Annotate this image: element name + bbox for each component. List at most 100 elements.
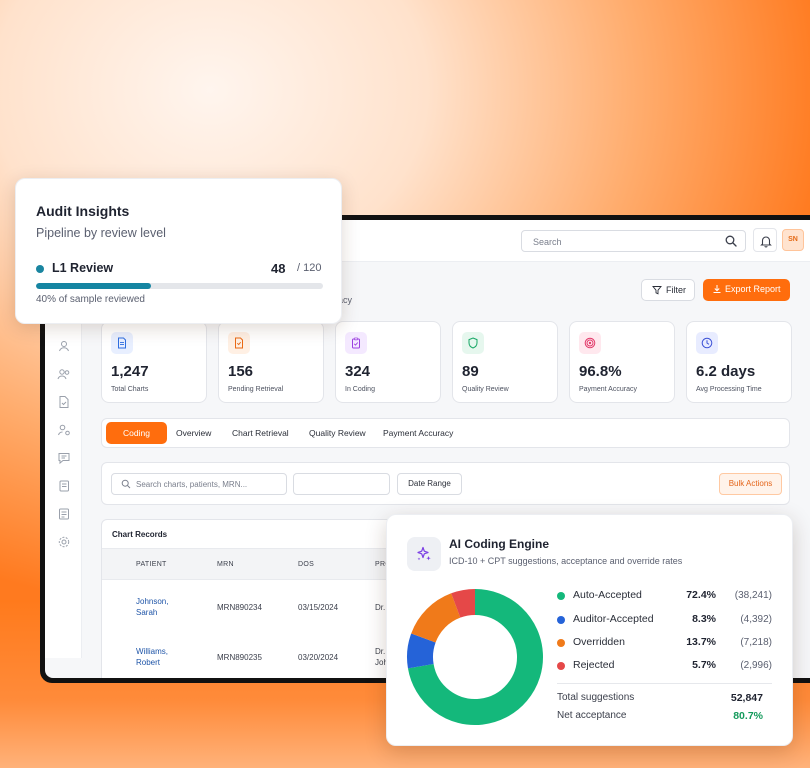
stat-icon-box bbox=[228, 332, 250, 354]
ai-coding-engine-card: AI Coding Engine ICD-10 + CPT suggestion… bbox=[386, 514, 793, 746]
stat-icon-box bbox=[345, 332, 367, 354]
divider bbox=[557, 683, 772, 684]
file-check-icon[interactable] bbox=[57, 395, 71, 409]
legend-label: Auditor-Accepted bbox=[573, 613, 654, 625]
patient-last-name: Johnson, bbox=[136, 597, 169, 606]
sidebar bbox=[45, 262, 82, 658]
net-acceptance-label: Net acceptance bbox=[557, 710, 627, 721]
search-icon bbox=[121, 479, 131, 489]
legend-item[interactable]: Overridden 13.7% (7,218) bbox=[557, 636, 772, 650]
stat-icon-box bbox=[462, 332, 484, 354]
user-icon[interactable] bbox=[57, 339, 71, 353]
donut-slice-rejected[interactable] bbox=[451, 589, 476, 618]
book-icon[interactable] bbox=[57, 479, 71, 493]
date-range-button[interactable]: Date Range bbox=[397, 473, 462, 495]
stat-label: Avg Processing Time bbox=[696, 386, 762, 393]
filter-button[interactable]: Filter bbox=[641, 279, 695, 301]
net-acceptance-value: 80.7% bbox=[733, 710, 763, 722]
tab-coding[interactable]: Coding bbox=[106, 422, 167, 444]
users-icon[interactable] bbox=[57, 367, 71, 381]
provider-cell: Dr. bbox=[375, 603, 386, 612]
stat-card-payment-accuracy[interactable]: 96.8% Payment Accuracy bbox=[569, 321, 675, 403]
tab-overview[interactable]: Overview bbox=[176, 428, 212, 438]
review-level-label: L1 Review bbox=[52, 261, 114, 275]
legend-percent: 13.7% bbox=[686, 636, 716, 648]
file-pending-icon bbox=[235, 337, 243, 349]
user-settings-icon[interactable] bbox=[57, 423, 71, 437]
legend-dot-auto-accepted bbox=[557, 592, 565, 600]
reports-icon[interactable] bbox=[57, 507, 71, 521]
filter-bar: Search charts, patients, MRN... Date Ran… bbox=[101, 462, 790, 505]
patient-name-link[interactable]: Johnson, Sarah bbox=[136, 596, 168, 618]
audit-insights-card: Audit Insights Pipeline by review level … bbox=[15, 178, 342, 324]
search-icon bbox=[725, 235, 737, 247]
donut-slice-auto-accepted[interactable] bbox=[407, 589, 543, 725]
gear-icon[interactable] bbox=[57, 535, 71, 549]
reviewed-count: 48 bbox=[271, 261, 286, 276]
column-header-dos[interactable]: DOS bbox=[298, 561, 315, 568]
global-search-input[interactable]: Search bbox=[521, 230, 746, 252]
acceptance-donut-chart bbox=[407, 589, 543, 725]
message-icon[interactable] bbox=[57, 451, 71, 465]
provider-line: Dr. bbox=[375, 647, 386, 656]
patient-name-link[interactable]: Williams, Robert bbox=[136, 646, 168, 668]
column-header-patient[interactable]: PATIENT bbox=[136, 561, 167, 568]
shield-icon bbox=[468, 337, 478, 349]
stat-card-quality-review[interactable]: 89 Quality Review bbox=[452, 321, 558, 403]
status-select[interactable] bbox=[293, 473, 390, 495]
dos-cell: 03/15/2024 bbox=[298, 603, 339, 612]
stat-value: 156 bbox=[228, 363, 254, 380]
stat-icon-box bbox=[579, 332, 601, 354]
ai-engine-subtitle: ICD-10 + CPT suggestions, acceptance and… bbox=[449, 556, 683, 566]
stat-value: 96.8% bbox=[579, 363, 622, 380]
records-search-placeholder: Search charts, patients, MRN... bbox=[136, 480, 248, 489]
ai-icon-box bbox=[407, 537, 441, 571]
filter-label: Filter bbox=[666, 285, 686, 295]
donut-slice-auditor-accepted[interactable] bbox=[407, 633, 436, 669]
tab-chart-retrieval[interactable]: Chart Retrieval bbox=[232, 428, 289, 438]
stat-card-in-coding[interactable]: 324 In Coding bbox=[335, 321, 441, 403]
donut-slice-overridden[interactable] bbox=[411, 593, 461, 644]
legend-item[interactable]: Rejected 5.7% (2,996) bbox=[557, 659, 772, 673]
column-header-provider[interactable]: PRO bbox=[375, 561, 392, 568]
ai-engine-title: AI Coding Engine bbox=[449, 537, 549, 551]
stat-value: 1,247 bbox=[111, 363, 149, 380]
export-report-button[interactable]: Export Report bbox=[703, 279, 790, 301]
bulk-actions-button[interactable]: Bulk Actions bbox=[719, 473, 782, 495]
stat-value: 6.2 days bbox=[696, 363, 756, 380]
audit-title: Audit Insights bbox=[36, 203, 130, 219]
page-subtitle: racy bbox=[335, 295, 353, 305]
stat-label: In Coding bbox=[345, 386, 375, 393]
target-icon bbox=[584, 337, 596, 349]
stat-icon-box bbox=[111, 332, 133, 354]
records-search-input[interactable]: Search charts, patients, MRN... bbox=[111, 473, 287, 495]
stat-label: Total Charts bbox=[111, 386, 149, 393]
mrn-cell: MRN890235 bbox=[217, 653, 262, 662]
patient-last-name: Williams, bbox=[136, 647, 168, 656]
bell-icon bbox=[760, 236, 772, 248]
column-header-mrn[interactable]: MRN bbox=[217, 561, 234, 568]
filter-icon bbox=[652, 286, 662, 295]
clipboard-check-icon bbox=[352, 337, 360, 349]
stat-card-pending-retrieval[interactable]: 156 Pending Retrieval bbox=[218, 321, 324, 403]
legend-label: Auto-Accepted bbox=[573, 589, 642, 601]
stat-card-avg-processing-time[interactable]: 6.2 days Avg Processing Time bbox=[686, 321, 792, 403]
notifications-button[interactable] bbox=[753, 228, 777, 252]
patient-first-name: Robert bbox=[136, 658, 161, 667]
review-progress-fill bbox=[36, 283, 151, 289]
stat-label: Pending Retrieval bbox=[228, 386, 284, 393]
legend-percent: 72.4% bbox=[686, 589, 716, 601]
tab-payment-accuracy[interactable]: Payment Accuracy bbox=[383, 428, 454, 438]
stat-label: Quality Review bbox=[462, 386, 509, 393]
legend-count: (38,241) bbox=[734, 590, 772, 601]
legend-item[interactable]: Auditor-Accepted 8.3% (4,392) bbox=[557, 613, 772, 627]
review-progress-bar bbox=[36, 283, 323, 289]
stat-card-total-charts[interactable]: 1,247 Total Charts bbox=[101, 321, 207, 403]
avatar[interactable]: SN bbox=[782, 229, 804, 251]
legend-count: (7,218) bbox=[740, 637, 772, 648]
legend-dot-overridden bbox=[557, 639, 565, 647]
tab-quality-review[interactable]: Quality Review bbox=[309, 428, 366, 438]
dos-cell: 03/20/2024 bbox=[298, 653, 339, 662]
legend-item[interactable]: Auto-Accepted 72.4% (38,241) bbox=[557, 589, 772, 603]
tab-bar: Coding Overview Chart Retrieval Quality … bbox=[101, 418, 790, 448]
